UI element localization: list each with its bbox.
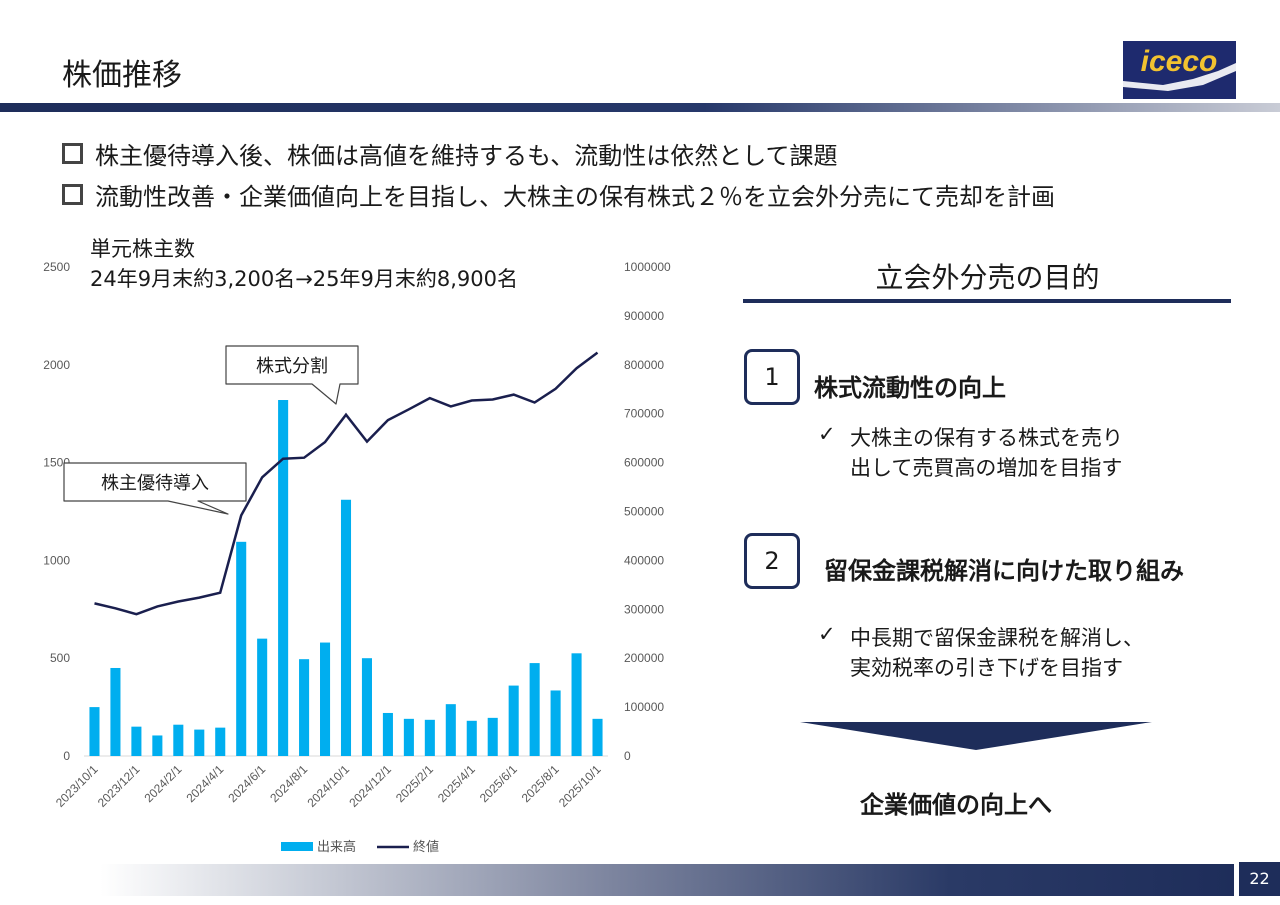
volume-bar bbox=[173, 724, 184, 756]
volume-bar bbox=[194, 729, 205, 756]
left-axis-tick-label: 500 bbox=[50, 651, 70, 665]
number-badge-1: 1 bbox=[744, 349, 800, 405]
right-axis-tick-label: 900000 bbox=[624, 309, 664, 323]
volume-bar bbox=[487, 717, 498, 756]
x-axis-tick-label: 2025/8/1 bbox=[519, 762, 562, 805]
purpose-desc-1-line1: 大株主の保有する株式を売り bbox=[850, 426, 1123, 450]
number-badge-2: 2 bbox=[744, 533, 800, 589]
purpose-divider bbox=[743, 299, 1231, 303]
bullet-text-2: 流動性改善・企業価値向上を目指し、大株主の保有株式２％を立会外分売にて売却を計画 bbox=[95, 183, 1055, 211]
x-axis-tick-label: 2024/10/1 bbox=[304, 762, 352, 810]
left-axis-tick-label: 2000 bbox=[43, 358, 70, 372]
footer-bar bbox=[100, 864, 1234, 896]
shareholder-count-change: 24年9月末約3,200名→25年9月末約8,900名 bbox=[90, 267, 518, 291]
left-axis-tick-label: 2500 bbox=[43, 260, 70, 274]
x-axis-tick-label: 2024/8/1 bbox=[267, 762, 310, 805]
volume-bar bbox=[320, 642, 331, 756]
right-axis-tick-label: 0 bbox=[624, 749, 631, 763]
volume-bar bbox=[571, 653, 582, 756]
price-line bbox=[94, 351, 599, 616]
x-axis-ticks: 2023/10/12023/12/12024/2/12024/4/12024/6… bbox=[53, 762, 604, 810]
volume-bar bbox=[550, 690, 561, 756]
bullet-item-1: 株主優待導入後、株価は高値を維持するも、流動性は依然として課題 bbox=[62, 136, 838, 171]
volume-bars bbox=[89, 400, 603, 756]
right-axis-tick-label: 500000 bbox=[624, 505, 664, 519]
volume-bar bbox=[382, 712, 393, 756]
bullet-item-2: 流動性改善・企業価値向上を目指し、大株主の保有株式２％を立会外分売にて売却を計画 bbox=[62, 177, 1055, 212]
conclusion-text: 企業価値の向上へ bbox=[860, 791, 1052, 819]
shareholder-count-label: 単元株主数 bbox=[90, 237, 195, 261]
volume-bar bbox=[236, 541, 247, 756]
volume-bar bbox=[131, 726, 142, 756]
bullet-text-1: 株主優待導入後、株価は高値を維持するも、流動性は依然として課題 bbox=[95, 142, 838, 170]
purpose-desc-2-line2: 実効税率の引き下げを目指す bbox=[850, 656, 1123, 680]
square-bullet-icon bbox=[62, 184, 83, 205]
legend-line-label: 終値 bbox=[413, 839, 439, 854]
x-axis-tick-label: 2025/6/1 bbox=[477, 762, 520, 805]
volume-bar bbox=[403, 718, 414, 756]
volume-bar bbox=[424, 719, 435, 756]
chart-legend: 出来高 終値 bbox=[281, 839, 439, 854]
volume-bar bbox=[529, 663, 540, 756]
volume-bar bbox=[592, 718, 603, 756]
header-bar bbox=[0, 103, 1280, 112]
x-axis-tick-label: 2023/12/1 bbox=[95, 762, 143, 810]
volume-bar bbox=[466, 720, 477, 756]
volume-bar bbox=[89, 707, 100, 756]
volume-bar bbox=[508, 685, 519, 756]
x-axis-tick-label: 2025/4/1 bbox=[435, 762, 478, 805]
x-axis-tick-label: 2024/4/1 bbox=[183, 762, 226, 805]
volume-bar bbox=[215, 727, 226, 756]
purpose-desc-2-line1: 中長期で留保金課税を解消し、 bbox=[850, 626, 1144, 650]
check-icon: ✓ bbox=[818, 622, 836, 646]
volume-bar bbox=[340, 499, 352, 756]
left-axis-tick-label: 1000 bbox=[43, 553, 70, 567]
right-axis-ticks: 0 100000 200000 300000 400000 500000 600000 700… bbox=[624, 260, 671, 763]
volume-bar bbox=[445, 704, 456, 756]
right-axis-tick-label: 200000 bbox=[624, 651, 664, 665]
square-bullet-icon bbox=[62, 143, 83, 164]
callout-benefit-text: 株主優待導入 bbox=[101, 473, 209, 493]
right-axis-tick-label: 400000 bbox=[624, 553, 664, 567]
right-axis-tick-label: 1000000 bbox=[624, 260, 671, 274]
page-number: 22 bbox=[1239, 862, 1280, 896]
right-axis-tick-label: 700000 bbox=[624, 407, 664, 421]
x-axis-tick-label: 2024/2/1 bbox=[142, 762, 185, 805]
left-axis-tick-label: 0 bbox=[63, 749, 70, 763]
purpose-title: 立会外分売の目的 bbox=[875, 261, 1100, 294]
x-axis-tick-label: 2025/2/1 bbox=[393, 762, 436, 805]
right-axis-tick-label: 600000 bbox=[624, 456, 664, 470]
volume-bar bbox=[152, 735, 163, 756]
logo-text: iceco bbox=[1141, 45, 1218, 78]
down-arrow-icon bbox=[800, 722, 1152, 750]
right-axis-tick-label: 800000 bbox=[624, 358, 664, 372]
purpose-desc-1-line2: 出して売買高の増加を目指す bbox=[850, 456, 1123, 480]
page-title: 株価推移 bbox=[62, 58, 182, 93]
volume-bar bbox=[278, 400, 289, 756]
x-axis-tick-label: 2024/12/1 bbox=[346, 762, 394, 810]
callout-split-text: 株式分割 bbox=[256, 356, 328, 376]
x-axis-tick-label: 2023/10/1 bbox=[53, 762, 101, 810]
volume-bar bbox=[257, 638, 268, 756]
callout-benefit: 株主優待導入 bbox=[63, 462, 247, 515]
x-axis-tick-label: 2025/10/1 bbox=[556, 762, 604, 810]
purpose-heading-1: 株式流動性の向上 bbox=[814, 374, 1006, 402]
check-icon: ✓ bbox=[818, 422, 836, 446]
right-axis-tick-label: 100000 bbox=[624, 700, 664, 714]
legend-bar-swatch bbox=[281, 842, 313, 851]
volume-bar bbox=[110, 667, 121, 756]
right-axis-tick-label: 300000 bbox=[624, 602, 664, 616]
purpose-heading-2: 留保金課税解消に向けた取り組み bbox=[824, 557, 1184, 585]
x-axis-tick-label: 2024/6/1 bbox=[225, 762, 268, 805]
legend-bar-label: 出来高 bbox=[317, 839, 356, 854]
volume-bar bbox=[299, 659, 310, 756]
company-logo: iceco bbox=[1123, 41, 1236, 99]
volume-bar bbox=[361, 658, 372, 756]
callout-split: 株式分割 bbox=[225, 345, 359, 405]
